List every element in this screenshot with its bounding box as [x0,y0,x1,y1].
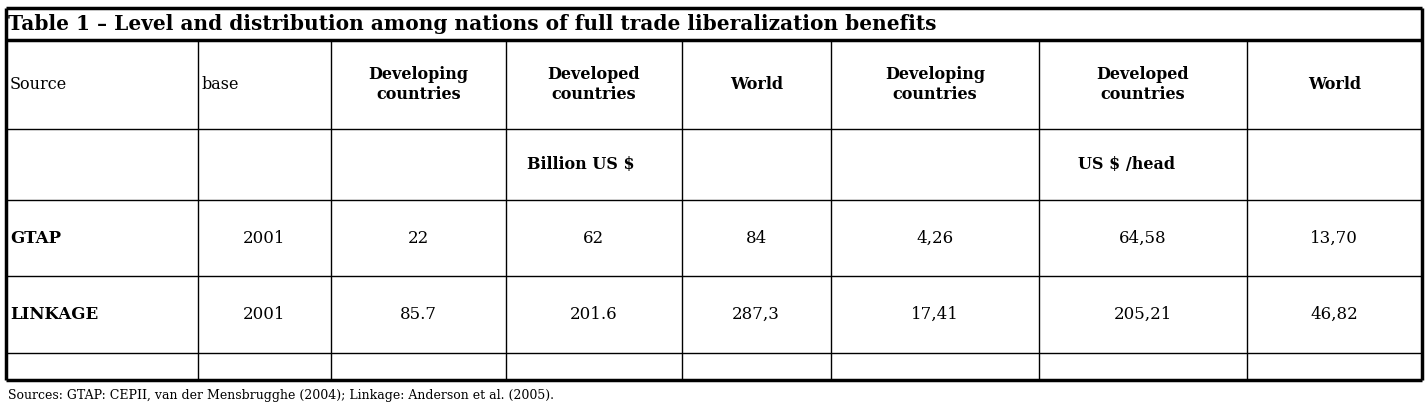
Text: GTAP: GTAP [10,230,61,247]
Text: Table 1 – Level and distribution among nations of full trade liberalization bene: Table 1 – Level and distribution among n… [9,14,937,34]
Text: Developing
countries: Developing countries [885,66,985,103]
Text: Developing
countries: Developing countries [368,66,468,103]
Text: 2001: 2001 [243,230,286,247]
Text: US $ /head: US $ /head [1078,156,1175,173]
Text: World: World [730,76,783,93]
Text: Source: Source [10,76,67,93]
Text: Billion US $: Billion US $ [527,156,634,173]
Text: 287,3: 287,3 [733,306,780,323]
Text: 13,70: 13,70 [1311,230,1358,247]
Text: 201.6: 201.6 [570,306,618,323]
Text: LINKAGE: LINKAGE [10,306,99,323]
Text: 46,82: 46,82 [1311,306,1358,323]
Text: 4,26: 4,26 [917,230,954,247]
Text: 22: 22 [408,230,428,247]
Text: base: base [201,76,238,93]
Text: Developed
countries: Developed countries [1097,66,1190,103]
Text: 84: 84 [745,230,767,247]
Text: Developed
countries: Developed countries [547,66,640,103]
Text: 64,58: 64,58 [1120,230,1167,247]
Text: World: World [1308,76,1361,93]
Text: 62: 62 [583,230,604,247]
Text: 2001: 2001 [243,306,286,323]
Text: 17,41: 17,41 [911,306,958,323]
Text: Sources: GTAP: CEPII, van der Mensbrugghe (2004); Linkage: Anderson et al. (2005: Sources: GTAP: CEPII, van der Mensbruggh… [9,390,554,403]
Text: 205,21: 205,21 [1114,306,1172,323]
Text: 85.7: 85.7 [400,306,437,323]
